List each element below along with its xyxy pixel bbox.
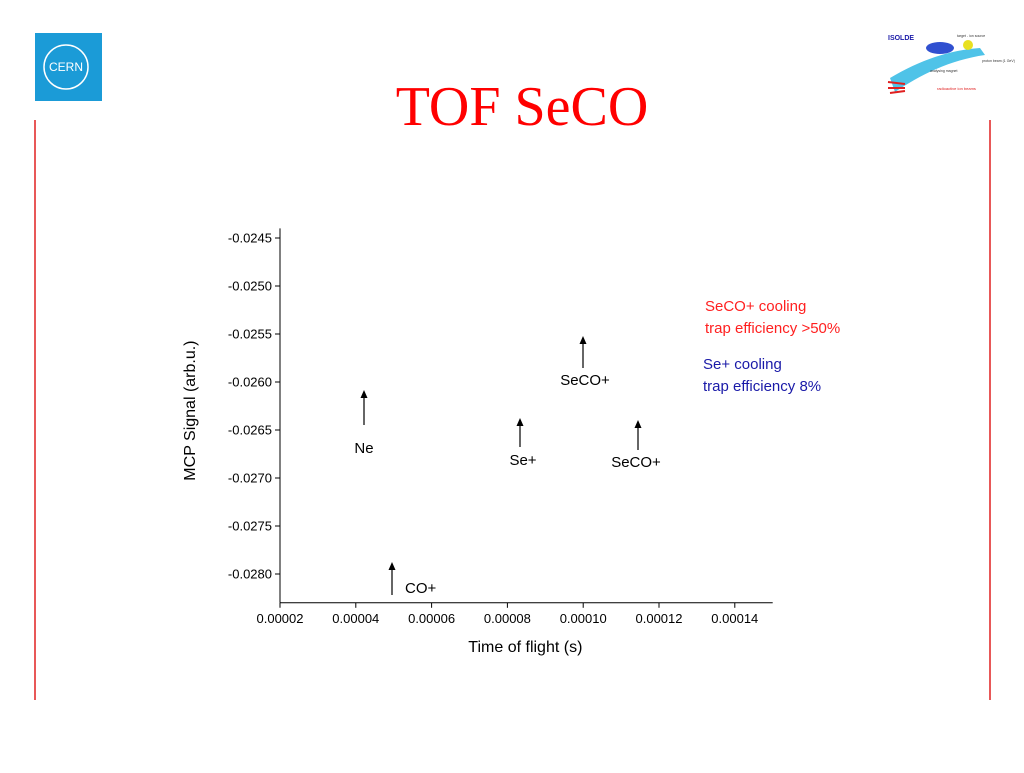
slide-title: TOF SeCO bbox=[396, 76, 649, 138]
annotation: CO+ bbox=[405, 580, 437, 597]
annotation: Se+ bbox=[509, 452, 536, 469]
arrow-head bbox=[634, 420, 642, 428]
y-tick-label: -0.0275 bbox=[228, 519, 272, 534]
isolde-label: proton beam (1 GeV) bbox=[982, 59, 1015, 63]
chart: -0.0245 -0.0250 -0.0255 -0.0260 -0.0265 -0.02… bbox=[182, 228, 840, 656]
x-tick-label: 0.00010 bbox=[560, 611, 607, 626]
isolde-logo: ISOLDE target - ion source proton beam (… bbox=[887, 34, 1015, 94]
isolde-label: analysing magnet bbox=[930, 69, 957, 73]
y-tick-label: -0.0270 bbox=[228, 471, 272, 486]
x-tick-label: 0.00004 bbox=[332, 611, 379, 626]
cern-logo: CERN bbox=[35, 33, 102, 101]
y-tick-label: -0.0245 bbox=[228, 231, 272, 246]
x-tick-label: 0.00006 bbox=[408, 611, 455, 626]
arrow-head bbox=[516, 418, 524, 426]
y-tick-label: -0.0260 bbox=[228, 375, 272, 390]
x-tick-label: 0.00014 bbox=[711, 611, 758, 626]
arrow-head bbox=[579, 336, 587, 344]
annotation: SeCO+ bbox=[611, 454, 661, 471]
x-tick-label: 0.00002 bbox=[257, 611, 304, 626]
y-tick-label: -0.0250 bbox=[228, 279, 272, 294]
logo-text: CERN bbox=[49, 60, 83, 74]
y-tick-label: -0.0280 bbox=[228, 567, 272, 582]
legend-note: trap efficiency >50% bbox=[705, 320, 840, 337]
x-tick-label: 0.00012 bbox=[636, 611, 683, 626]
isolde-label: target - ion source bbox=[957, 34, 985, 38]
isolde-label: radioactive ion beams bbox=[937, 86, 976, 91]
arrow-head bbox=[360, 390, 368, 398]
y-axis-label: MCP Signal (arb.u.) bbox=[182, 340, 199, 480]
legend-entry: Se+ cooling bbox=[703, 356, 782, 373]
x-tick-label: 0.00008 bbox=[484, 611, 531, 626]
y-tick-label: -0.0255 bbox=[228, 327, 272, 342]
arrow-head bbox=[388, 562, 396, 570]
x-axis-label: Time of flight (s) bbox=[468, 639, 582, 656]
isolde-label: ISOLDE bbox=[888, 35, 914, 42]
legend-entry: SeCO+ cooling bbox=[705, 298, 806, 315]
y-tick-label: -0.0265 bbox=[228, 423, 272, 438]
legend-note: trap efficiency 8% bbox=[703, 378, 821, 395]
annotation: Ne bbox=[354, 440, 373, 457]
annotation: SeCO+ bbox=[560, 372, 610, 389]
